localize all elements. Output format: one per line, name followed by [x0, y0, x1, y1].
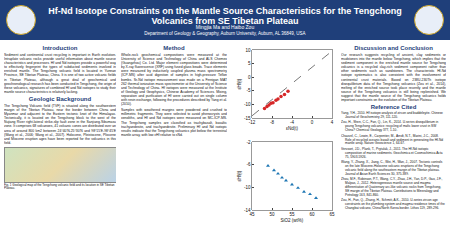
svg-text:5: 5 [248, 61, 251, 66]
svg-text:-12: -12 [249, 120, 256, 125]
html-text:Fig. 1 Geological map of the T: Fig. 1 Geological map of the Tengchong v… [4, 182, 115, 191]
svg-text:10: 10 [246, 48, 252, 53]
svg-text:0: 0 [248, 75, 251, 80]
svg-text:-8: -8 [270, 120, 274, 125]
html-text:Our research suggests recyclin: Our research suggests recycling of ancie… [341, 53, 446, 102]
svg-text:-6: -6 [247, 162, 251, 167]
html-text:Yang, Y.H., 2010. Hf isotope a: Yang, Y.H., 2010. Hf isotope analysis of… [341, 111, 443, 119]
html-text:Hf-Nd Isotope Constraints on t: Hf-Nd Isotope Constraints on the Mantle … [48, 6, 402, 26]
svg-text:-15: -15 [244, 116, 251, 121]
svg-text:60: 60 [309, 212, 315, 217]
svg-text:-10: -10 [244, 102, 251, 107]
svg-text:4: 4 [331, 120, 334, 125]
html-text:Geologic Background: Geologic Background [28, 95, 92, 102]
svg-text:εNd(t): εNd(t) [286, 126, 299, 131]
html-text:Discussion and Conclusion: Discussion and Conclusion [354, 45, 433, 51]
svg-text:-5: -5 [247, 88, 251, 93]
html-text:Zhou, M.F., Robinson, P.T., Wa: Zhou, M.F., Robinson, P.T., Wang, C.Y., … [341, 177, 443, 197]
html-text:Whole-rock geochemical composi: Whole-rock geochemical compositions were… [121, 53, 227, 107]
html-text:Zou, H., Fan, Q., Zhang, H., S: Zou, H., Fan, Q., Zhang, H., Schmitt, A.… [341, 198, 445, 211]
html-text:Mingjia Ma and Haibo Zou: Mingjia Ma and Haibo Zou [195, 24, 255, 30]
svg-text:εHf(t): εHf(t) [237, 78, 242, 89]
svg-text:-14: -14 [244, 208, 251, 213]
svg-text:SiO2 (wt%): SiO2 (wt%) [281, 218, 304, 223]
html-text:Wang, Y., Zhang, X., Jiang, C.: Wang, Y., Zhang, X., Jiang, C., Wei, H.,… [341, 160, 443, 176]
html-text:Introduction: Introduction [42, 45, 78, 51]
svg-text:-2: -2 [247, 140, 251, 145]
html-text:Zou, H., Shen, C.C., Fan, Q.,: Zou, H., Shen, C.C., Fan, Q., Lin, K., 2… [341, 120, 439, 133]
svg-text:55: 55 [289, 212, 295, 217]
html-text:Method: Method [163, 45, 185, 51]
svg-text:50: 50 [269, 212, 275, 217]
html-text:Chauvel, C., Lewin, E., Carpen: Chauvel, C., Lewin, E., Carpentier, M., … [341, 133, 443, 146]
svg-text:εHf(t): εHf(t) [237, 170, 242, 181]
svg-text:0: 0 [311, 120, 314, 125]
svg-text:-10: -10 [244, 185, 251, 190]
svg-text:-4: -4 [290, 120, 294, 125]
html-text:Reference Cited: Reference Cited [370, 104, 417, 111]
html-text:The Tengchong Volcanic field (: The Tengchong Volcanic field (TVF) is si… [4, 103, 116, 145]
html-text:Sediment and continental crust: Sediment and continental crust recycling… [4, 53, 116, 94]
html-text:Department of Geology & Geogra: Department of Geology & Geography, Aubur… [144, 31, 306, 36]
svg-text:45: 45 [249, 212, 255, 217]
html-text:Vervoort, J.D., Plank, T., Pry: Vervoort, J.D., Plank, T., Prytulak, J.,… [341, 146, 443, 159]
html-text:Samples with weathered margins: Samples with weathered margins were powd… [121, 108, 227, 137]
svg-text:65: 65 [329, 212, 335, 217]
